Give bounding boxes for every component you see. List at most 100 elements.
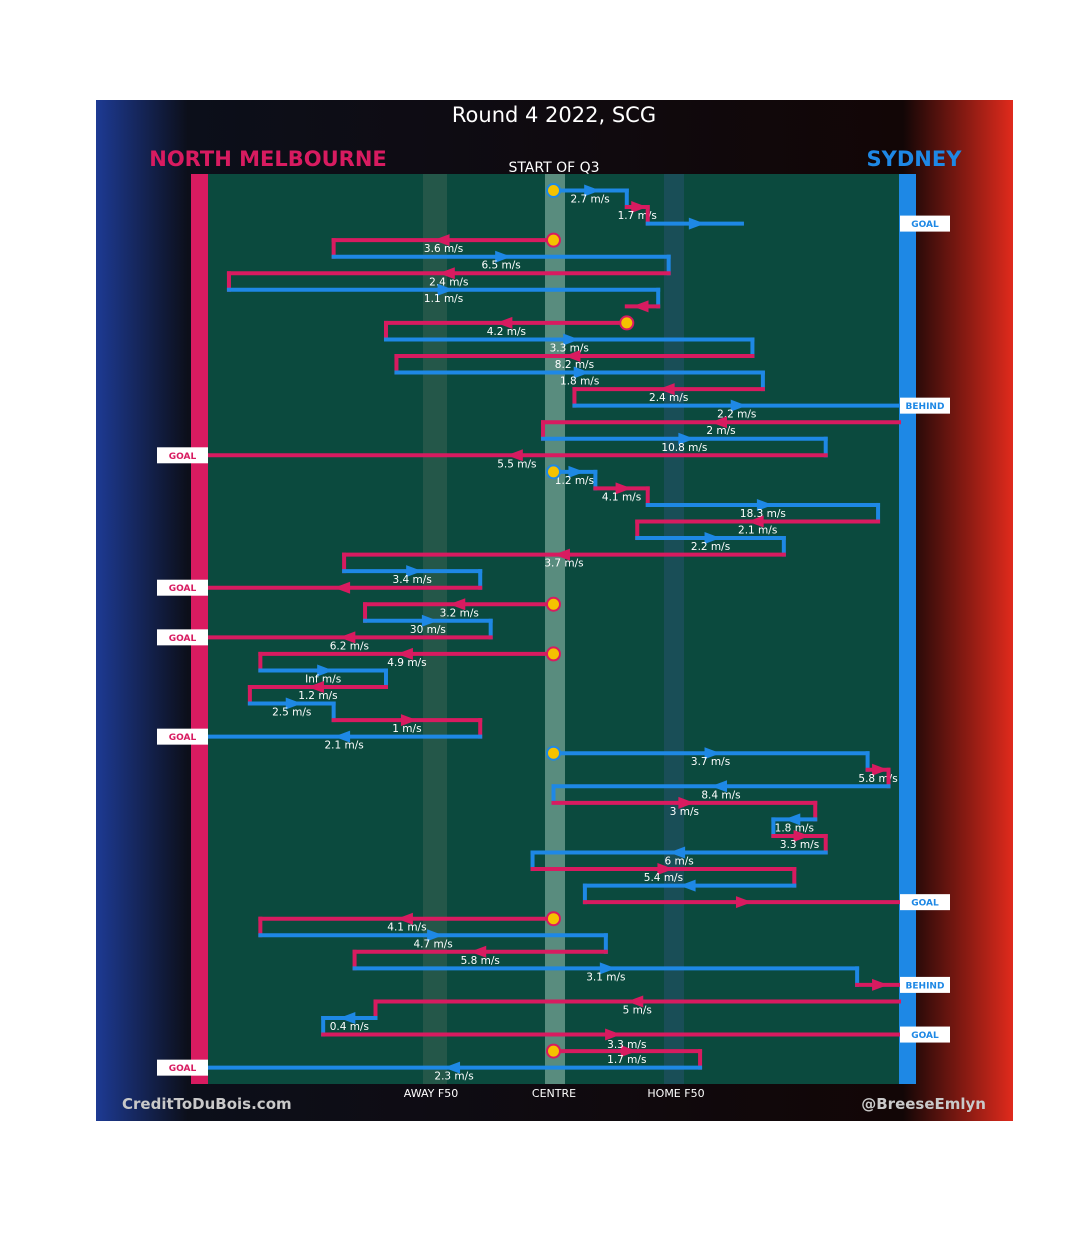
chain-8-speed-label-7: 6 m/s <box>665 856 694 868</box>
chain-7-outcome-badge <box>157 728 208 745</box>
chain-10-speed-label-2: 0.4 m/s <box>330 1021 369 1033</box>
chain-1-outcome-badge <box>900 215 950 232</box>
chain-8-speed-label-3: 8.4 m/s <box>701 789 740 801</box>
chain-3-arrow-3 <box>563 333 580 346</box>
chain-8-arrow-5 <box>711 780 728 793</box>
x-tick-home-f50: HOME F50 <box>647 1087 704 1100</box>
chain-11-arrow-1 <box>620 1045 637 1058</box>
chain-9-arrow-7 <box>599 962 616 975</box>
chain-8-arrow-7 <box>678 796 695 809</box>
chain-3-speed-label-3: 8.2 m/s <box>555 359 594 371</box>
chain-5-outcome-badge <box>157 579 208 596</box>
sydney-goal-line <box>899 174 916 1084</box>
chain-5-arrow-5 <box>756 498 773 511</box>
centre-line <box>545 174 565 1084</box>
chain-9-arrow-3 <box>427 929 444 942</box>
chain-11-speed-label-2: 2.3 m/s <box>434 1071 473 1083</box>
chain-8-arrow-3 <box>872 763 889 776</box>
chain-3-arrow-5 <box>564 350 581 362</box>
chain-1-speed-label-1: 2.7 m/s <box>571 194 610 206</box>
chain-8-arrow-15 <box>657 863 674 876</box>
chain-5-speed-label-2: 4.1 m/s <box>602 491 641 503</box>
chain-8-arrow-1 <box>704 747 721 760</box>
chain-6-arrow-3 <box>421 614 438 627</box>
chain-3-outcome-label: BEHIND <box>906 402 945 412</box>
chain-7-arrow-3 <box>317 664 334 677</box>
chain-9-speed-label-2: 4.7 m/s <box>413 938 452 950</box>
chain-9-speed-label-1: 4.1 m/s <box>387 922 426 934</box>
chain-1-outcome-label: GOAL <box>911 220 939 230</box>
home-f50-line <box>664 174 684 1084</box>
chain-8-speed-label-4: 3 m/s <box>670 806 699 818</box>
chain-6-speed-label-1: 3.2 m/s <box>440 607 479 619</box>
chain-7-speed-label-3: 1.2 m/s <box>298 690 337 702</box>
chain-4-outcome-badge <box>157 447 208 464</box>
chain-3-speed-label-2: 3.3 m/s <box>550 342 589 354</box>
chain-1-arrow-1 <box>584 184 601 197</box>
credit-right: @BreeseEmlyn <box>861 1095 986 1113</box>
chain-8-arrow-9 <box>784 813 801 826</box>
chain-3-arrow-7 <box>573 366 590 379</box>
chain-4-speed-label-1: 2 m/s <box>706 425 735 437</box>
chain-7-arrow-11 <box>334 730 351 743</box>
chain-7-arrow-5 <box>307 681 324 693</box>
chain-8-speed-label-5: 1.8 m/s <box>775 822 814 834</box>
chain-5-speed-label-7: 3.4 m/s <box>393 574 432 586</box>
chain-8-speed-label-2: 5.8 m/s <box>858 773 897 785</box>
chain-9-speed-label-4: 3.1 m/s <box>586 971 625 983</box>
chain-10-outcome-badge <box>900 1026 950 1043</box>
chain-4-arrow-1 <box>711 416 728 429</box>
chain-5-arrow-3 <box>615 482 632 495</box>
chain-5-speed-label-4: 2.1 m/s <box>738 525 777 537</box>
chains-layer: 2.7 m/s 1.7 m/s GOAL 3.6 m/s 6.5 m/s 2.4 m/s 1… <box>157 183 950 1083</box>
chain-9-outcome-badge <box>900 976 950 993</box>
chain-7-outcome-label: GOAL <box>169 733 197 743</box>
chain-3-stoppage-marker <box>619 315 635 331</box>
chain-5-speed-label-1: 1.2 m/s <box>555 475 594 487</box>
chain-2-arrow-5 <box>438 267 455 280</box>
chain-8-arrow-19 <box>735 896 752 909</box>
chain-7-arrow-7 <box>285 697 302 710</box>
chain-9-speed-label-3: 5.8 m/s <box>461 955 500 967</box>
chain-1-stoppage-marker <box>546 183 561 198</box>
chain-10-outcome-label: GOAL <box>911 1031 939 1041</box>
chain-5-arrow-15 <box>334 581 351 594</box>
away-team-label: SYDNEY <box>867 147 963 171</box>
extra-speed-label: 3.3 m/s <box>607 1039 646 1051</box>
chain-7-speed-label-5: 1 m/s <box>392 723 421 735</box>
chain-7-speed-label-1: 4.9 m/s <box>387 657 426 669</box>
chain-5-arrow-11 <box>553 548 570 561</box>
chain-6-speed-label-3: 6.2 m/s <box>330 640 369 652</box>
chain-4-arrow-3 <box>678 432 695 445</box>
home-team-label: NORTH MELBOURNE <box>149 147 387 171</box>
chain-3-speed-label-1: 4.2 m/s <box>487 326 526 338</box>
chain-8-outcome-label: GOAL <box>911 899 939 909</box>
chain-7-speed-label-4: 2.5 m/s <box>272 707 311 719</box>
chain-10-arrow-5 <box>605 1028 622 1041</box>
chain-7-speed-label-2: Inf m/s <box>305 673 341 685</box>
chain-6-speed-label-2: 30 m/s <box>410 624 446 636</box>
chain-8-speed-label-1: 3.7 m/s <box>691 756 730 768</box>
chain-6-outcome-badge <box>157 629 208 646</box>
chain-4-arrow-5 <box>506 449 523 462</box>
chain-2-speed-label-3: 2.4 m/s <box>429 276 468 288</box>
chain-3-arrow-9 <box>658 383 675 396</box>
chain-3-outcome-badge <box>900 397 950 414</box>
chain-3-arrow-11 <box>730 399 747 412</box>
chain-7-arrow-1 <box>396 647 413 660</box>
chain-2-arrow-7 <box>437 283 454 296</box>
chain-2-arrow-9 <box>632 300 649 313</box>
chain-10-arrow-1 <box>627 995 644 1008</box>
chain-4-speed-label-3: 5.5 m/s <box>497 458 536 470</box>
chain-2-arrow-1 <box>433 234 450 247</box>
chain-9-stoppage-marker <box>546 911 561 927</box>
chain-2-stoppage-marker <box>546 232 561 248</box>
chain-3-speed-label-5: 2.4 m/s <box>649 392 688 404</box>
chain-8-outcome-badge <box>900 894 950 911</box>
x-tick-away-f50: AWAY F50 <box>404 1087 458 1100</box>
chain-5-speed-label-5: 2.2 m/s <box>691 541 730 553</box>
chain-11-stoppage-marker <box>546 1043 561 1059</box>
chain-8-arrow-17 <box>679 879 696 892</box>
chain-8-speed-label-6: 3.3 m/s <box>780 839 819 851</box>
